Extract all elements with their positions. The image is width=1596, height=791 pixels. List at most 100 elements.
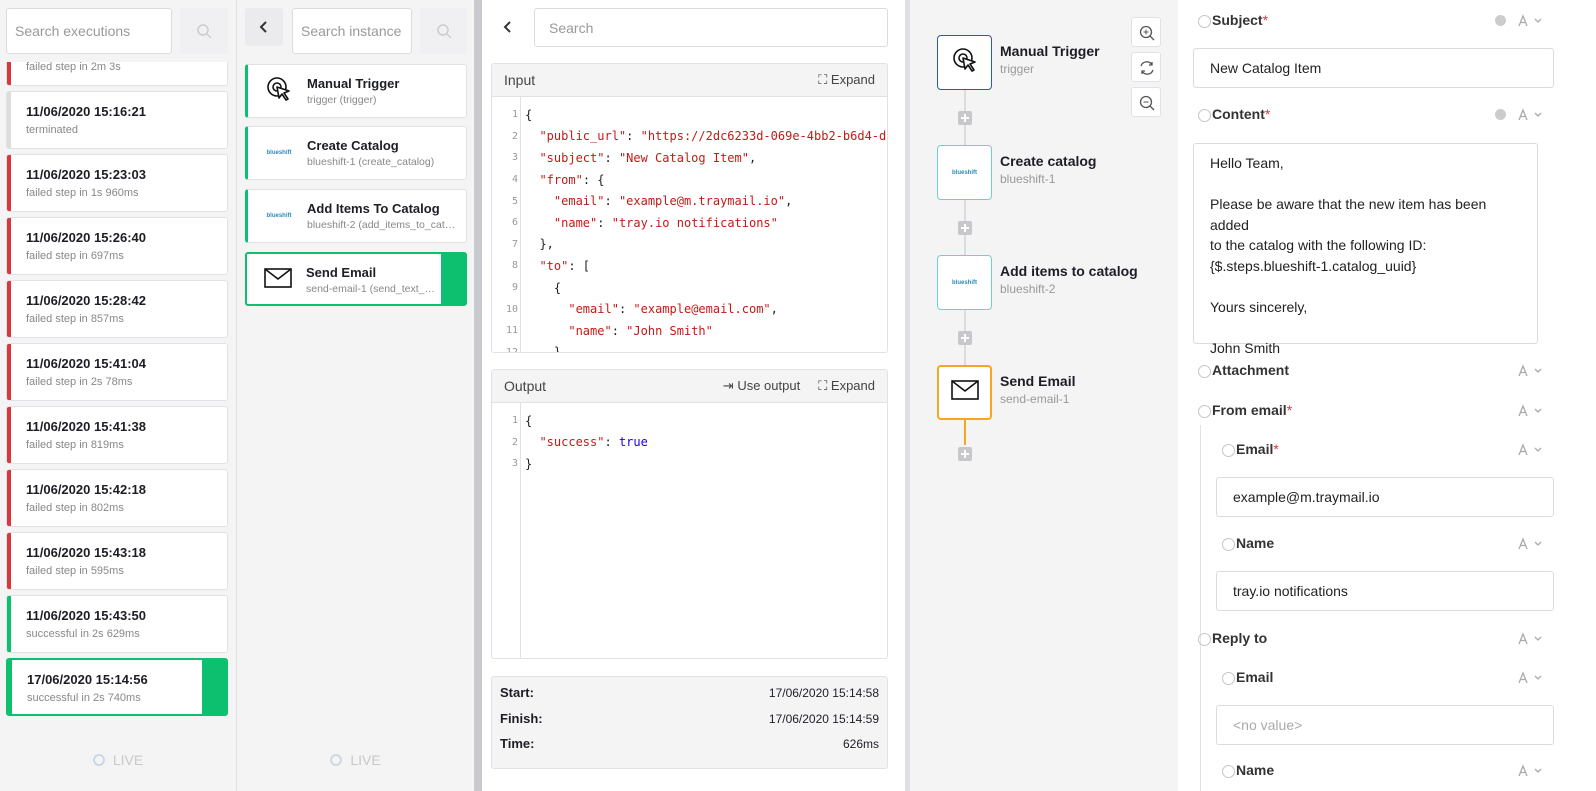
code-line: "success": true xyxy=(525,432,648,454)
type-selector[interactable] xyxy=(1516,364,1546,378)
execution-card[interactable]: 11/06/2020 15:43:50successful in 2s 629m… xyxy=(6,595,228,653)
type-selector[interactable] xyxy=(1516,14,1546,28)
icon-graphic xyxy=(951,380,979,400)
execution-card[interactable]: 11/06/2020 15:26:40 failed step in 697ms xyxy=(6,217,228,275)
type-icon xyxy=(1516,764,1546,778)
execution-status: failed step in 697ms xyxy=(26,250,124,262)
workflow-node[interactable] xyxy=(937,35,992,90)
label-text: Name xyxy=(1236,762,1274,778)
line-number: 7 xyxy=(492,234,518,256)
radio[interactable] xyxy=(1222,444,1235,457)
field-label: Email* xyxy=(1236,441,1279,457)
radio[interactable] xyxy=(1198,109,1211,122)
type-icon xyxy=(1516,14,1546,28)
workflow-node[interactable]: blueshift xyxy=(937,145,992,200)
search-button[interactable] xyxy=(420,8,467,54)
execution-time: 11/06/2020 15:43:18 xyxy=(26,545,146,560)
connector-active xyxy=(964,420,966,445)
text-line: Please be aware that the new item has be… xyxy=(1210,194,1521,235)
text-input[interactable]: <no value> xyxy=(1216,705,1554,745)
line-number: 1 xyxy=(492,410,518,432)
use-output-button[interactable]: ⇥ Use output xyxy=(723,378,800,394)
field-label: Email xyxy=(1236,669,1273,685)
live-toggle[interactable]: LIVE xyxy=(237,728,474,791)
add-step[interactable] xyxy=(958,447,972,461)
stat-value: 17/06/2020 15:14:59 xyxy=(769,712,879,726)
status-bar xyxy=(7,344,11,400)
type-selector[interactable] xyxy=(1516,632,1546,646)
textarea[interactable]: Hello Team,Please be aware that the new … xyxy=(1193,143,1538,344)
execution-card[interactable]: failed step in 2m 3s xyxy=(6,62,228,86)
expand-button[interactable]: ⛶ Expand xyxy=(818,72,875,88)
workflow-node[interactable] xyxy=(937,365,992,420)
radio[interactable] xyxy=(1222,672,1235,685)
stats-box: Start:17/06/2020 15:14:58Finish:17/06/20… xyxy=(491,676,888,769)
type-selector[interactable] xyxy=(1516,443,1546,457)
search-input[interactable]: Search xyxy=(534,8,888,47)
execution-card[interactable]: 11/06/2020 15:41:04failed step in 2s 78m… xyxy=(6,343,228,401)
code-line: "public_url": "https://2dc6233d-069e-4bb… xyxy=(525,126,886,148)
workflow-node[interactable]: blueshift xyxy=(937,255,992,310)
reset-zoom[interactable] xyxy=(1131,52,1161,82)
text-input[interactable]: tray.io notifications xyxy=(1216,571,1554,611)
status-bar xyxy=(7,281,11,337)
live-toggle[interactable]: LIVE xyxy=(0,728,236,791)
zoom-in[interactable] xyxy=(1131,17,1161,47)
step-icon: blueshift xyxy=(264,139,294,167)
execution-card[interactable]: 11/06/2020 15:16:21terminated xyxy=(6,91,228,149)
radio[interactable] xyxy=(1198,405,1211,418)
radio[interactable] xyxy=(1222,765,1235,778)
execution-time: 11/06/2020 15:26:40 xyxy=(26,230,146,245)
execution-card[interactable]: 11/06/2020 15:43:18failed step in 595ms xyxy=(6,532,228,590)
splitter[interactable] xyxy=(474,0,482,791)
radio[interactable] xyxy=(1198,15,1211,28)
execution-card[interactable]: 11/06/2020 15:23:03failed step in 1s 960… xyxy=(6,154,228,212)
execution-time: 11/06/2020 15:43:50 xyxy=(26,608,146,623)
radio[interactable] xyxy=(1222,538,1235,551)
radio[interactable] xyxy=(1198,365,1211,378)
add-step[interactable] xyxy=(958,331,972,345)
step-card[interactable]: Send Emailsend-email-1 (send_text_… xyxy=(245,252,467,306)
status-bar xyxy=(7,533,11,589)
search-button[interactable] xyxy=(180,8,228,54)
node-title: Send Email xyxy=(1000,373,1075,389)
type-selector[interactable] xyxy=(1516,671,1546,685)
search-executions[interactable]: Search executions xyxy=(6,8,172,54)
expand-button[interactable]: ⛶ Expand xyxy=(818,378,875,394)
execution-card[interactable]: 11/06/2020 15:28:42failed step in 857ms xyxy=(6,280,228,338)
execution-status: failed step in 2m 3s xyxy=(26,62,121,73)
step-card[interactable]: blueshiftAdd Items To Catalogblueshift-2… xyxy=(245,189,467,243)
help-icon[interactable] xyxy=(1495,109,1506,120)
execution-card[interactable]: 17/06/2020 15:14:56successful in 2s 740m… xyxy=(6,658,228,716)
selected-marker xyxy=(202,660,226,714)
text-input[interactable]: New Catalog Item xyxy=(1193,48,1554,88)
status-bar xyxy=(7,470,11,526)
line-number: 12 xyxy=(492,342,518,353)
search-instance[interactable]: Search instance xyxy=(292,8,412,54)
zoom-out[interactable] xyxy=(1131,87,1161,117)
stat-value: 17/06/2020 15:14:58 xyxy=(769,686,879,700)
type-selector[interactable] xyxy=(1516,764,1546,778)
collapse-arrow[interactable] xyxy=(502,20,514,34)
add-step[interactable] xyxy=(958,221,972,235)
text-input[interactable]: example@m.traymail.io xyxy=(1216,477,1554,517)
label-text: Subject xyxy=(1212,12,1263,28)
type-selector[interactable] xyxy=(1516,404,1546,418)
execution-time: 11/06/2020 15:42:18 xyxy=(26,482,146,497)
step-subtitle: send-email-1 (send_text_… xyxy=(306,283,435,295)
radio[interactable] xyxy=(1198,633,1211,646)
back-button[interactable] xyxy=(245,8,283,46)
help-icon[interactable] xyxy=(1495,15,1506,26)
type-selector[interactable] xyxy=(1516,537,1546,551)
execution-card[interactable]: 11/06/2020 15:42:18failed step in 802ms xyxy=(6,469,228,527)
field-label: Name xyxy=(1236,535,1274,551)
step-card[interactable]: blueshiftCreate Catalogblueshift-1 (crea… xyxy=(245,126,467,180)
add-step[interactable] xyxy=(958,111,972,125)
execution-card[interactable]: 11/06/2020 15:41:38failed step in 819ms xyxy=(6,406,228,464)
type-selector[interactable] xyxy=(1516,108,1546,122)
step-card[interactable]: Manual Triggertrigger (trigger) xyxy=(245,64,467,118)
output-panel: Output ⇥ Use output⛶ Expand 1{2 "success… xyxy=(491,369,888,659)
steps-pane xyxy=(236,0,474,791)
line-number: 6 xyxy=(492,212,518,234)
